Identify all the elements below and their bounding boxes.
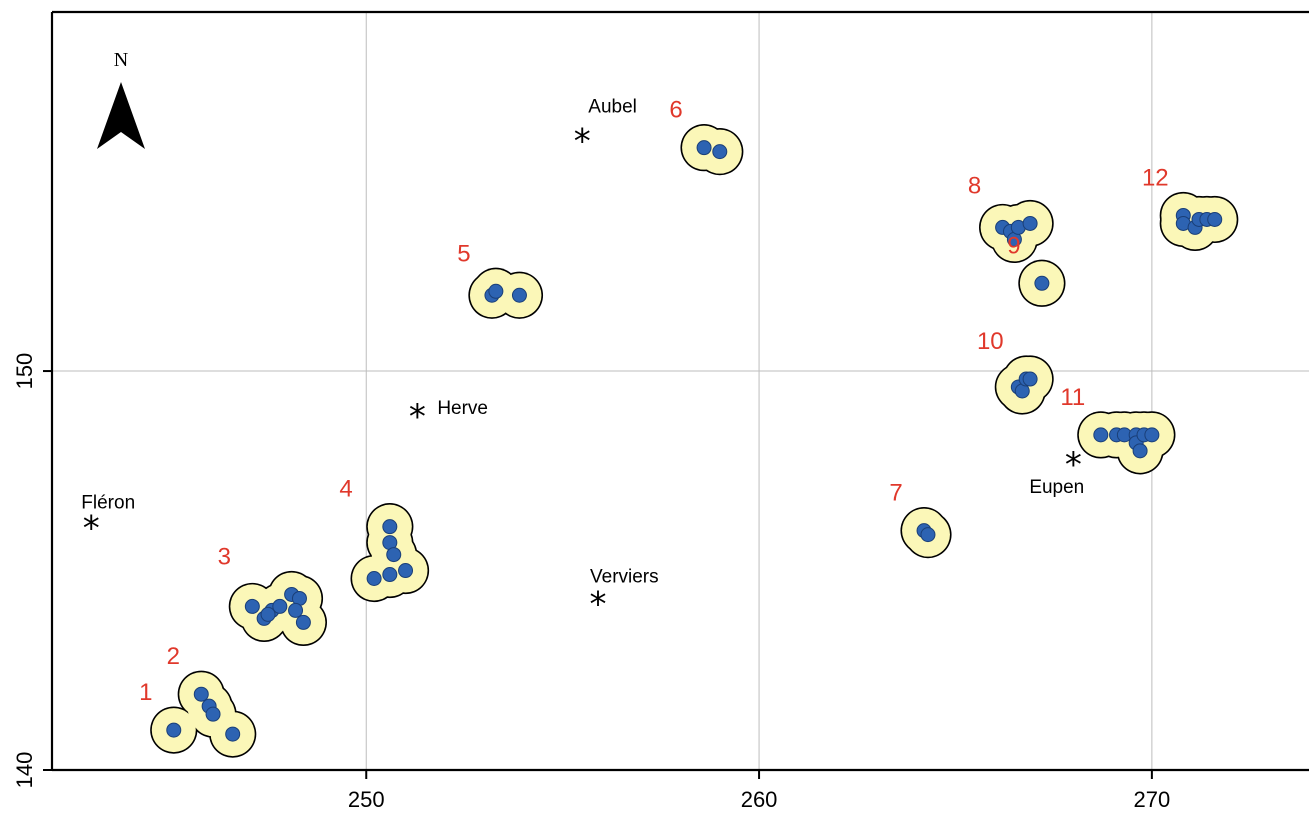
cluster-label-9: 9	[1007, 232, 1020, 259]
cluster-label-5: 5	[457, 240, 470, 267]
cluster-label-11: 11	[1060, 384, 1085, 411]
town-label: Verviers	[590, 566, 659, 587]
cluster-2-site-point	[225, 726, 241, 742]
y-tick-label: 150	[12, 353, 37, 390]
north-arrow-label: N	[114, 49, 128, 71]
cluster-4-site-point	[366, 571, 382, 587]
site-points	[166, 140, 1223, 742]
cluster-label-8: 8	[968, 172, 981, 199]
cluster-11-site-point	[1144, 427, 1160, 443]
cluster-label-2: 2	[167, 643, 180, 670]
cluster-3-site-point	[272, 598, 288, 614]
town-eupen: *Eupen	[1029, 445, 1084, 498]
town-herve: * Herve	[409, 397, 488, 437]
cluster-4-site-point	[398, 563, 414, 579]
cluster-4-site-point	[382, 567, 398, 583]
town-marker-icon: *	[1065, 445, 1082, 485]
cluster-label-10: 10	[977, 328, 1004, 355]
cluster-8-site-point	[1022, 215, 1038, 231]
town-label: Aubel	[588, 97, 637, 118]
cluster-6-site-point	[696, 140, 712, 156]
cluster-3-site-point	[260, 606, 276, 622]
cluster-2-site-point	[205, 706, 221, 722]
cluster-2-site-point	[193, 686, 209, 702]
cluster-5-site-point	[511, 287, 527, 303]
north-arrow-shape	[97, 82, 145, 149]
town-aubel: * Aubel	[574, 97, 637, 162]
cluster-label-12: 12	[1142, 164, 1169, 191]
x-tick-label: 270	[1134, 787, 1171, 812]
cluster-3-site-point	[288, 602, 304, 618]
town-label: Fléron	[81, 493, 135, 514]
town-fléron: *Fléron	[81, 493, 135, 549]
north-arrow-icon: N	[97, 49, 145, 149]
town-verviers: *Verviers	[590, 566, 659, 624]
cluster-label-7: 7	[889, 480, 902, 507]
x-tick-label: 250	[348, 787, 385, 812]
town-marker-icon: *	[574, 122, 591, 162]
cluster-11-site-point	[1093, 427, 1109, 443]
axes: 250 260 270 140 150	[12, 10, 1309, 812]
town-marker-icon: *	[409, 397, 426, 437]
cluster-label-1: 1	[139, 679, 152, 706]
grid	[52, 12, 1309, 771]
cluster-4-site-point	[386, 547, 402, 563]
cluster-3-site-point	[244, 598, 260, 614]
cluster-9-site-point	[1034, 275, 1050, 291]
town-marker-icon: *	[83, 509, 100, 549]
cluster-5-site-point	[488, 283, 504, 299]
cluster-7-site-point	[920, 527, 936, 543]
cluster-4-site-point	[382, 519, 398, 535]
cluster-12-site-point	[1207, 211, 1223, 227]
town-marker-icon: *	[590, 584, 607, 624]
y-tick-label: 140	[12, 752, 37, 789]
cluster-3-site-point	[295, 614, 311, 630]
cluster-11-site-point	[1132, 443, 1148, 459]
cluster-6-site-point	[712, 144, 728, 160]
cluster-10-site-point	[1022, 371, 1038, 387]
cluster-label-4: 4	[339, 476, 352, 503]
town-markers: *Fléron* Herve*Aubel*Verviers*Eupen	[81, 97, 1084, 625]
town-label: Herve	[437, 398, 488, 419]
cluster-buffers-outline	[150, 124, 1239, 758]
town-label: Eupen	[1029, 477, 1084, 498]
x-tick-label: 260	[741, 787, 778, 812]
cluster-label-6: 6	[669, 97, 682, 124]
cluster-buffers-fill	[151, 125, 1237, 757]
cluster-1-site-point	[166, 722, 182, 738]
cluster-label-3: 3	[218, 543, 231, 570]
